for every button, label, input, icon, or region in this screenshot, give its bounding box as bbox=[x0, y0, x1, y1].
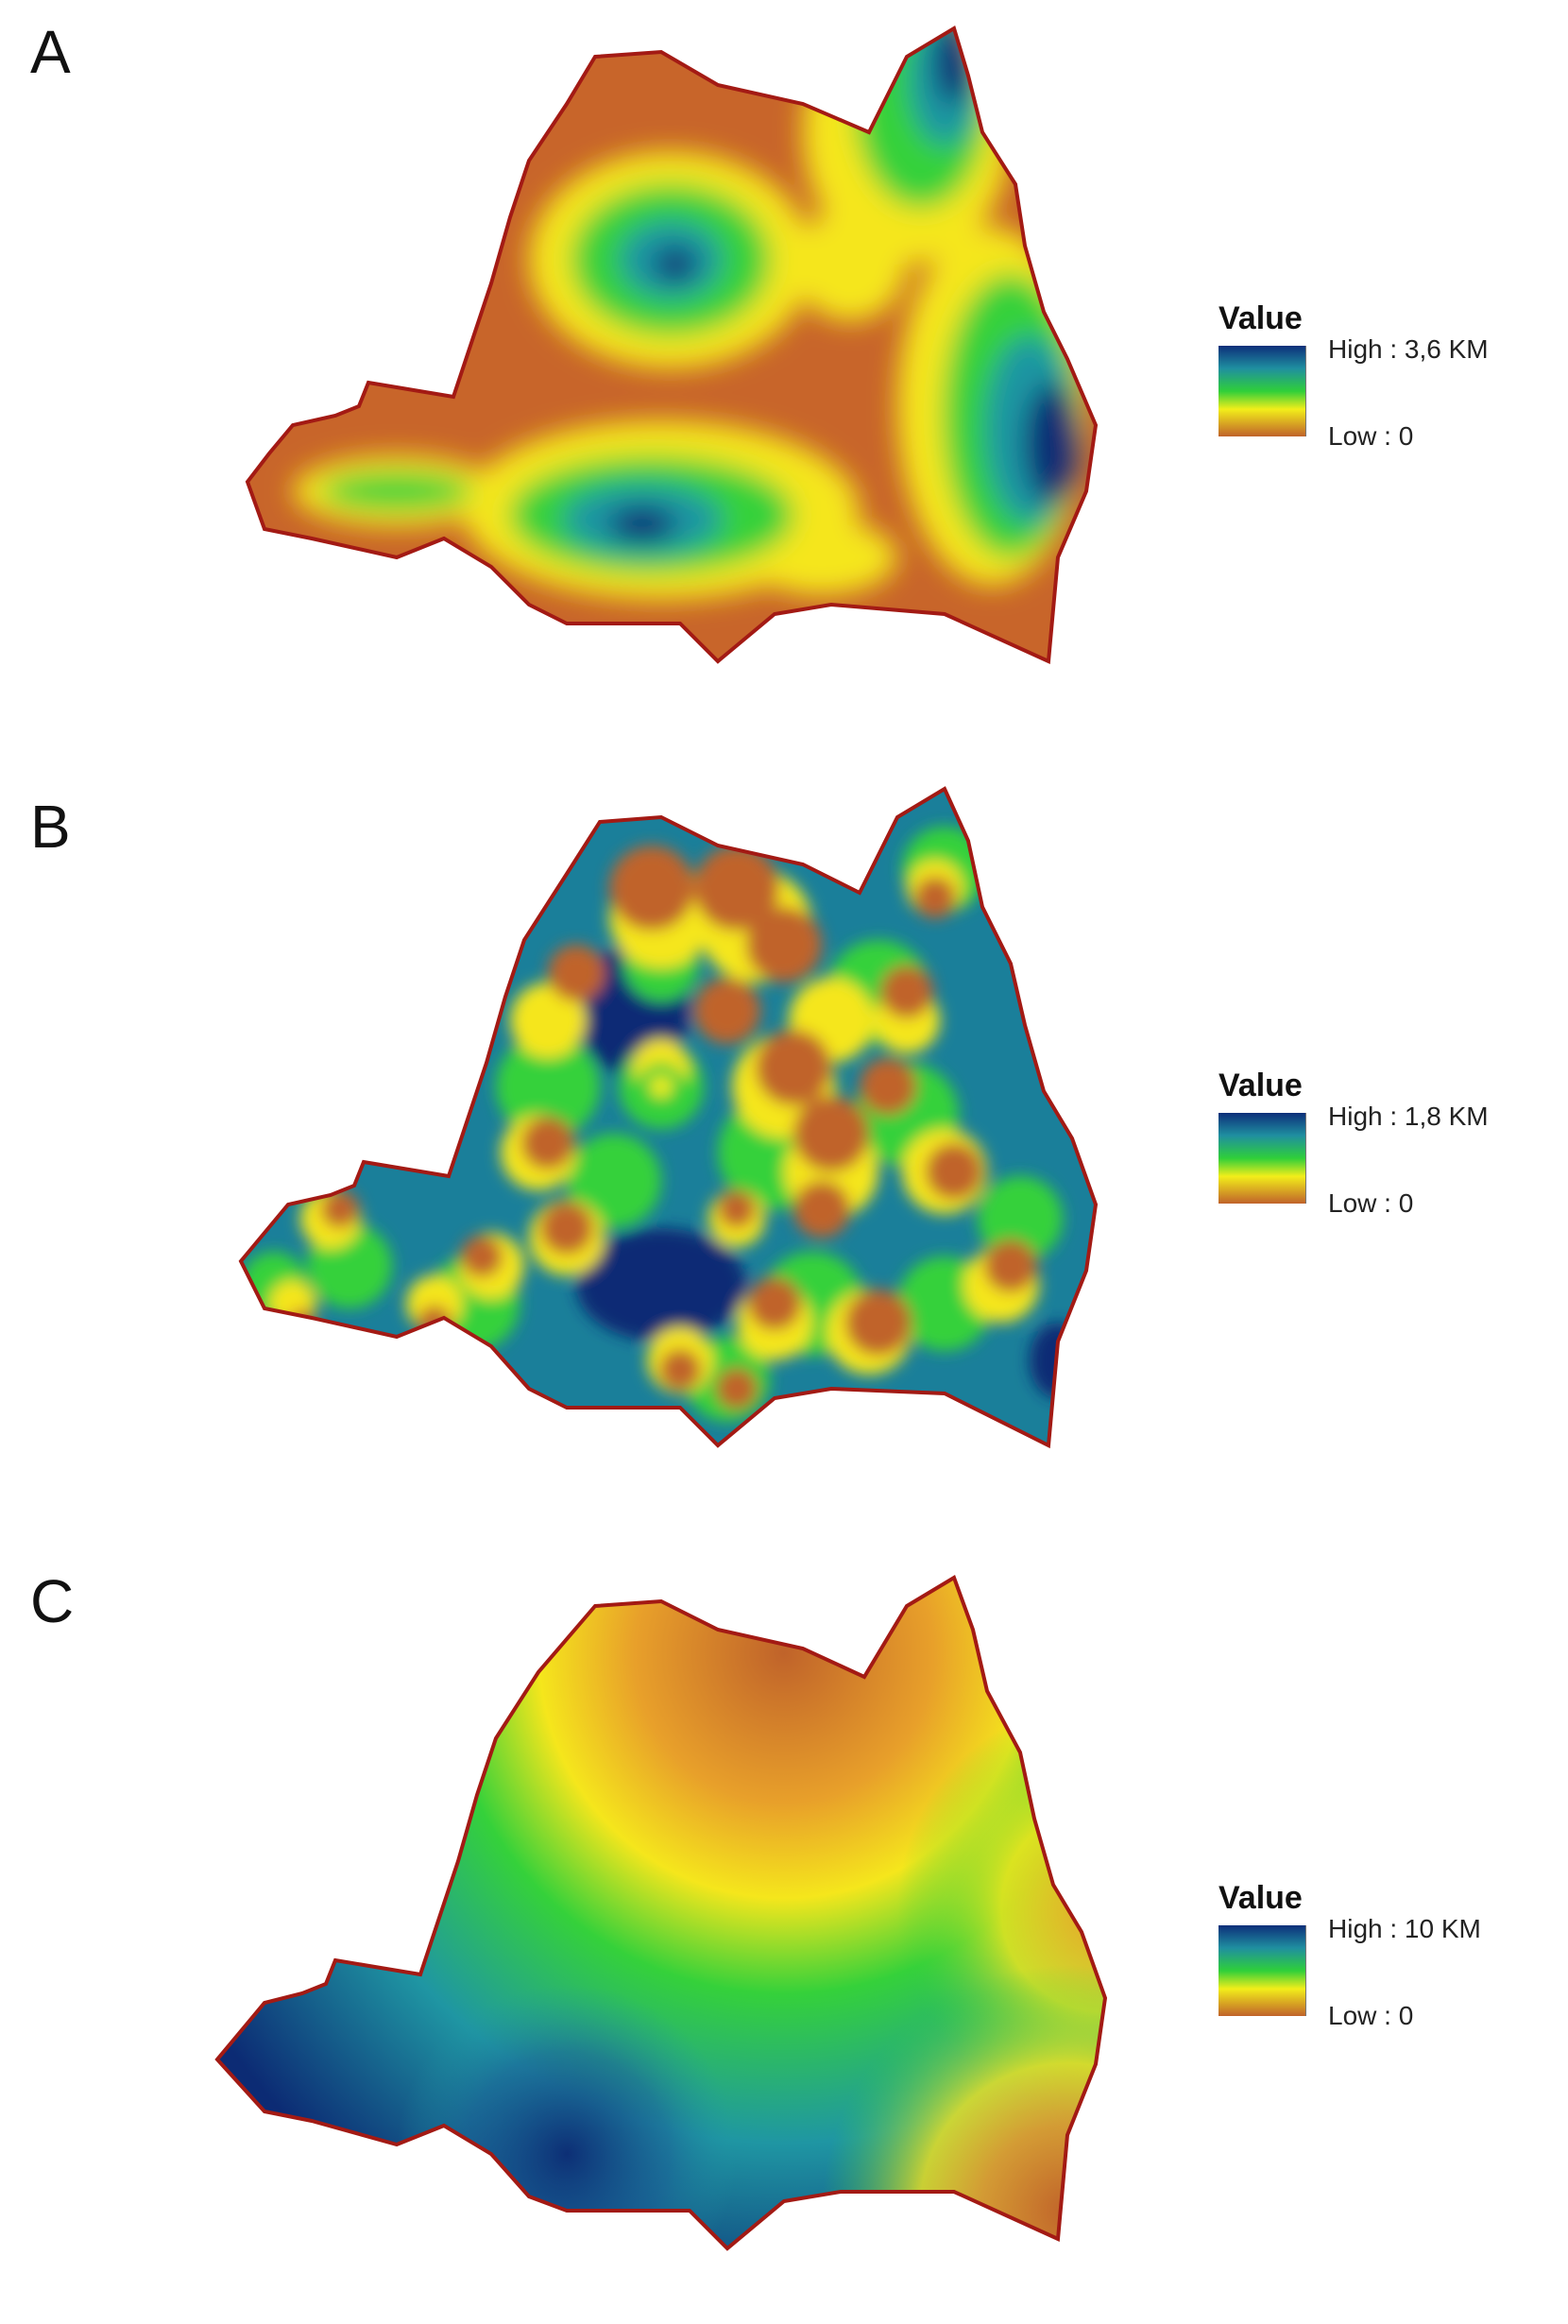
panel-a: A bbox=[0, 0, 1568, 775]
legend-high-label: High : 3,6 KM bbox=[1328, 334, 1489, 364]
legend: Value High : 3,6 KM Low : 0 bbox=[1219, 300, 1559, 489]
distance-map-c bbox=[215, 1576, 1107, 2250]
distance-field-a bbox=[293, 28, 1086, 600]
legend-title: Value bbox=[1219, 1880, 1303, 1916]
legend-low-label: Low : 0 bbox=[1328, 2001, 1414, 2030]
distance-field-b bbox=[241, 827, 1086, 1422]
panel-c: C bbox=[0, 1549, 1568, 2324]
distance-map-a bbox=[246, 26, 1098, 663]
legend-high-label: High : 10 KM bbox=[1328, 1914, 1481, 1943]
panel-b: B bbox=[0, 775, 1568, 1549]
legend: Value High : 1,8 KM Low : 0 bbox=[1219, 1068, 1559, 1256]
legend-title: Value bbox=[1219, 1068, 1303, 1103]
legend-color-ramp bbox=[1219, 1925, 1306, 2016]
legend-title: Value bbox=[1219, 300, 1303, 336]
panel-label: B bbox=[30, 793, 71, 861]
legend-low-label: Low : 0 bbox=[1328, 421, 1414, 451]
legend: Value High : 10 KM Low : 0 bbox=[1219, 1880, 1559, 2069]
distance-map-b bbox=[239, 787, 1098, 1447]
legend-high-label: High : 1,8 KM bbox=[1328, 1102, 1489, 1131]
legend-color-ramp bbox=[1219, 346, 1306, 436]
panel-label: C bbox=[30, 1567, 75, 1635]
panel-label: A bbox=[30, 18, 71, 86]
legend-color-ramp bbox=[1219, 1113, 1306, 1204]
legend-low-label: Low : 0 bbox=[1328, 1188, 1414, 1218]
